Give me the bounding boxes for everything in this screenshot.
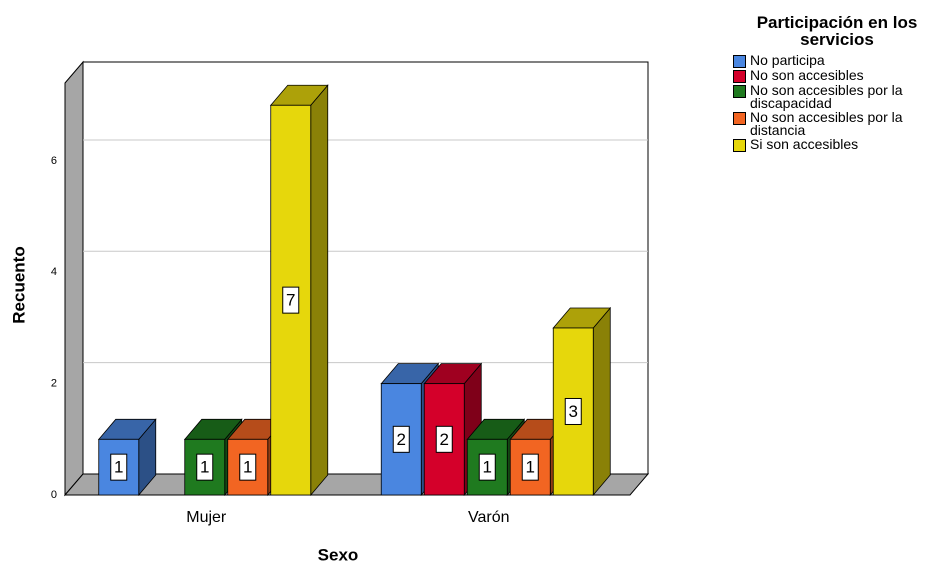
legend-label: No son accesibles (750, 67, 864, 83)
data-label: 1 (243, 458, 252, 477)
bar-side (310, 84, 329, 497)
legend-item: No son accesibles por la discapacidad (733, 82, 941, 111)
y-tick-label: 2 (51, 378, 57, 390)
data-label: 3 (569, 402, 578, 421)
data-label: 1 (483, 458, 492, 477)
data-label-box (392, 425, 410, 453)
data-label-box (239, 453, 257, 481)
y-tick-label: 0 (51, 489, 57, 501)
data-label: 1 (200, 458, 209, 477)
legend-swatch (733, 112, 746, 125)
legend: Participación en los servicios No partic… (733, 14, 941, 153)
left-wall (64, 60, 84, 497)
y-tick-label: 6 (51, 155, 57, 167)
data-label-box (478, 453, 496, 481)
data-label-box (196, 453, 214, 481)
y-tick-label: 4 (51, 266, 57, 278)
legend-item: Si son accesibles (733, 136, 941, 152)
legend-label: Si son accesibles (750, 136, 859, 152)
data-label: 2 (397, 430, 406, 449)
legend-swatch (733, 70, 746, 83)
legend-title: Participación en los servicios (756, 13, 918, 49)
data-label-box (282, 286, 300, 314)
legend-item: No son accesibles por la distancia (733, 109, 941, 138)
legend-label: No participa (750, 52, 825, 68)
legend-label: No son accesibles por la distancia (750, 109, 903, 138)
data-label: 7 (286, 291, 295, 310)
y-axis-title: Recuento (9, 246, 28, 323)
data-label-box (435, 425, 453, 453)
bar-side (592, 306, 611, 497)
data-label: 1 (526, 458, 535, 477)
x-axis-title: Sexo (318, 545, 359, 564)
data-label-box (564, 397, 582, 425)
legend-swatch (733, 55, 746, 68)
legend-swatch (733, 85, 746, 98)
legend-swatch (733, 139, 746, 152)
legend-label: No son accesibles por la discapacidad (750, 82, 903, 111)
data-label-box (521, 453, 539, 481)
x-tick-label: Varón (468, 509, 510, 526)
legend-item: No son accesibles (733, 67, 941, 83)
data-label: 1 (114, 458, 123, 477)
legend-item: No participa (733, 52, 941, 68)
x-tick-label: Mujer (186, 509, 227, 526)
data-label-box (110, 453, 128, 481)
data-label: 2 (440, 430, 449, 449)
